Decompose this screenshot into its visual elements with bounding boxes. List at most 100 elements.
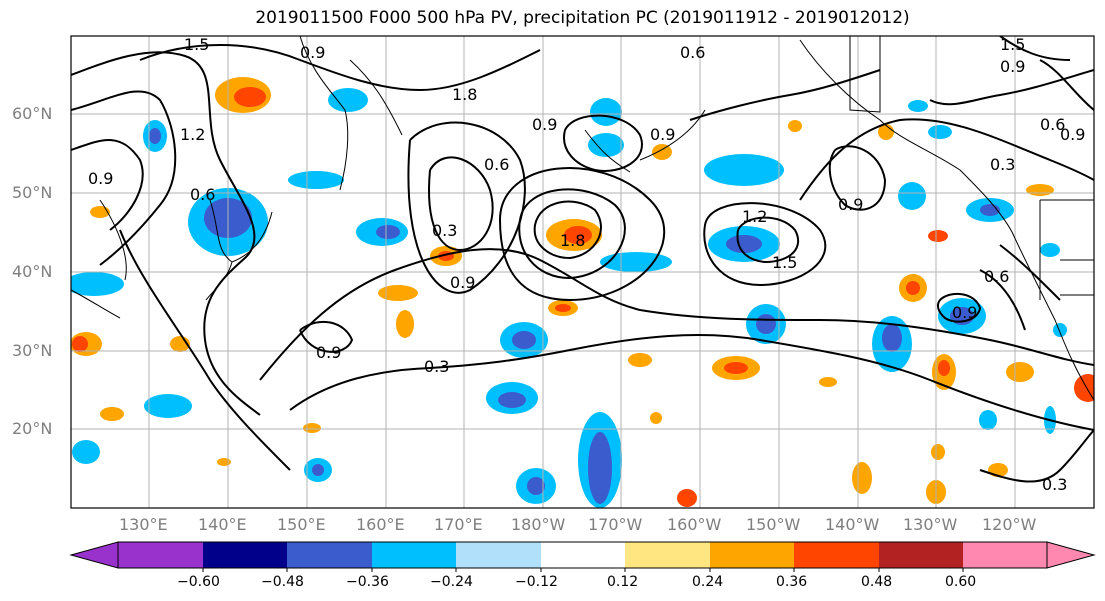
colorbar-tick-label: −0.48 bbox=[261, 574, 304, 590]
precip-negative-area bbox=[1040, 243, 1060, 257]
precip-positive-area bbox=[928, 230, 948, 242]
pv-contour-0.6-ring bbox=[407, 121, 526, 294]
pv-contour-1.8-ring bbox=[533, 200, 602, 260]
colorbar-tick-label: 0.60 bbox=[945, 574, 977, 590]
lon-label: 140°E bbox=[198, 515, 247, 534]
precip-negative-area bbox=[144, 394, 192, 418]
precip-negative-area bbox=[1053, 323, 1067, 337]
precip-negative-area bbox=[588, 133, 624, 157]
precip-negative-area bbox=[590, 98, 622, 126]
contour-label: 0.6 bbox=[484, 155, 509, 174]
contour-label: 1.5 bbox=[772, 253, 797, 272]
contour-label: 0.9 bbox=[1060, 125, 1085, 144]
precip-negative-area bbox=[882, 324, 902, 352]
colorbar-tick-label: −0.36 bbox=[346, 574, 389, 590]
lon-label: 130°W bbox=[903, 515, 958, 534]
lon-label: 150°E bbox=[277, 515, 326, 534]
precip-positive-area bbox=[677, 489, 697, 507]
precip-positive-area bbox=[234, 87, 266, 107]
precip-negative-area bbox=[726, 235, 762, 253]
lat-label: 40°N bbox=[12, 262, 53, 281]
lon-label: 180°W bbox=[511, 515, 566, 534]
contour-label: 0.6 bbox=[190, 185, 215, 204]
precip-positive-area bbox=[100, 407, 124, 421]
pv-contour-0.3-ring bbox=[428, 156, 494, 252]
precip-positive-area bbox=[396, 310, 414, 338]
precip-negative-area bbox=[928, 125, 952, 139]
colorbar-segment bbox=[541, 542, 625, 568]
precip-positive-area bbox=[650, 412, 662, 424]
lat-label: 30°N bbox=[12, 341, 53, 360]
precip-positive-area bbox=[852, 462, 872, 494]
pv-contour-0.9-ring bbox=[563, 114, 643, 172]
colorbar-outline bbox=[117, 541, 1048, 569]
contour-label: 1.5 bbox=[184, 35, 209, 54]
precip-positive-area bbox=[555, 304, 571, 312]
contour-label: 0.6 bbox=[680, 43, 705, 62]
colorbar-tick-label: 0.36 bbox=[776, 574, 808, 590]
pv-contour-1.5 bbox=[71, 90, 177, 266]
precip-negative-area bbox=[328, 88, 368, 112]
precip-negative-area bbox=[376, 225, 400, 239]
lon-label: 170°E bbox=[434, 515, 483, 534]
colorbar-tick-label: −0.60 bbox=[177, 574, 220, 590]
colorbar-tick-label: 0.24 bbox=[692, 574, 724, 590]
colorbar bbox=[69, 541, 1096, 572]
colorbar-segment bbox=[372, 542, 456, 568]
precip-positive-area bbox=[564, 226, 592, 244]
pv-contour-0.9-ring bbox=[299, 320, 354, 353]
pv-contour-1.2-ring bbox=[518, 188, 626, 280]
pv-contour-0.6 bbox=[689, 69, 881, 121]
contour-label: 0.3 bbox=[990, 155, 1015, 174]
precip-negative-area bbox=[512, 331, 536, 349]
precip-positive-area bbox=[931, 444, 945, 460]
contour-label: 1.5 bbox=[1000, 35, 1025, 54]
contour-label: 0.9 bbox=[88, 169, 113, 188]
pv-contour-0.3 bbox=[119, 229, 291, 471]
lon-label: 140°W bbox=[825, 515, 880, 534]
pv-contour-1.8 bbox=[71, 139, 144, 231]
precip-negative-area bbox=[288, 171, 344, 189]
precip-positive-area bbox=[788, 120, 802, 132]
precip-negative-area bbox=[71, 272, 124, 296]
contour-label: 0.9 bbox=[838, 195, 863, 214]
precip-positive-area bbox=[878, 124, 894, 140]
contour-label: 0.6 bbox=[1040, 115, 1065, 134]
contour-label: 1.2 bbox=[180, 125, 205, 144]
colorbar-tick-label: −0.12 bbox=[515, 574, 558, 590]
precip-positive-area bbox=[628, 353, 652, 367]
pv-contour-0.6 bbox=[71, 51, 261, 416]
contour-label: 0.3 bbox=[432, 221, 457, 240]
map-frame bbox=[70, 35, 1095, 509]
contour-label: 1.2 bbox=[742, 207, 767, 226]
contour-label: 0.6 bbox=[984, 267, 1009, 286]
colorbar-segment bbox=[963, 542, 1047, 568]
pv-contour-0.6 bbox=[929, 69, 1094, 106]
precip-negative-area bbox=[704, 154, 784, 186]
precip-positive-area bbox=[819, 377, 837, 387]
contour-label: 0.9 bbox=[952, 303, 977, 322]
precip-negative-area bbox=[979, 410, 997, 430]
precip-negative-area bbox=[898, 182, 926, 210]
precip-negative-area bbox=[908, 100, 928, 112]
colorbar-segment bbox=[794, 542, 879, 568]
lat-label: 20°N bbox=[12, 419, 53, 438]
lon-label: 160°E bbox=[356, 515, 405, 534]
precip-negative-area bbox=[756, 314, 776, 334]
precip-positive-area bbox=[303, 423, 321, 433]
colorbar-tick-label: 0.48 bbox=[861, 574, 893, 590]
lon-label: 160°W bbox=[667, 515, 722, 534]
precip-positive-area bbox=[652, 144, 672, 160]
pv-contour-0.9-ring bbox=[936, 292, 982, 323]
colorbar-extend-max bbox=[1046, 541, 1096, 569]
lon-label: 170°W bbox=[588, 515, 643, 534]
contour-label: 0.9 bbox=[532, 115, 557, 134]
colorbar-segment bbox=[118, 542, 203, 568]
colorbar-ticks bbox=[202, 568, 964, 572]
precip-negative-area bbox=[312, 464, 324, 476]
contour-label: 0.9 bbox=[316, 343, 341, 362]
lat-label: 50°N bbox=[12, 183, 53, 202]
precip-negative-area bbox=[588, 432, 612, 504]
pv-contour-0.6 bbox=[259, 248, 1094, 381]
lon-label: 130°E bbox=[119, 515, 168, 534]
